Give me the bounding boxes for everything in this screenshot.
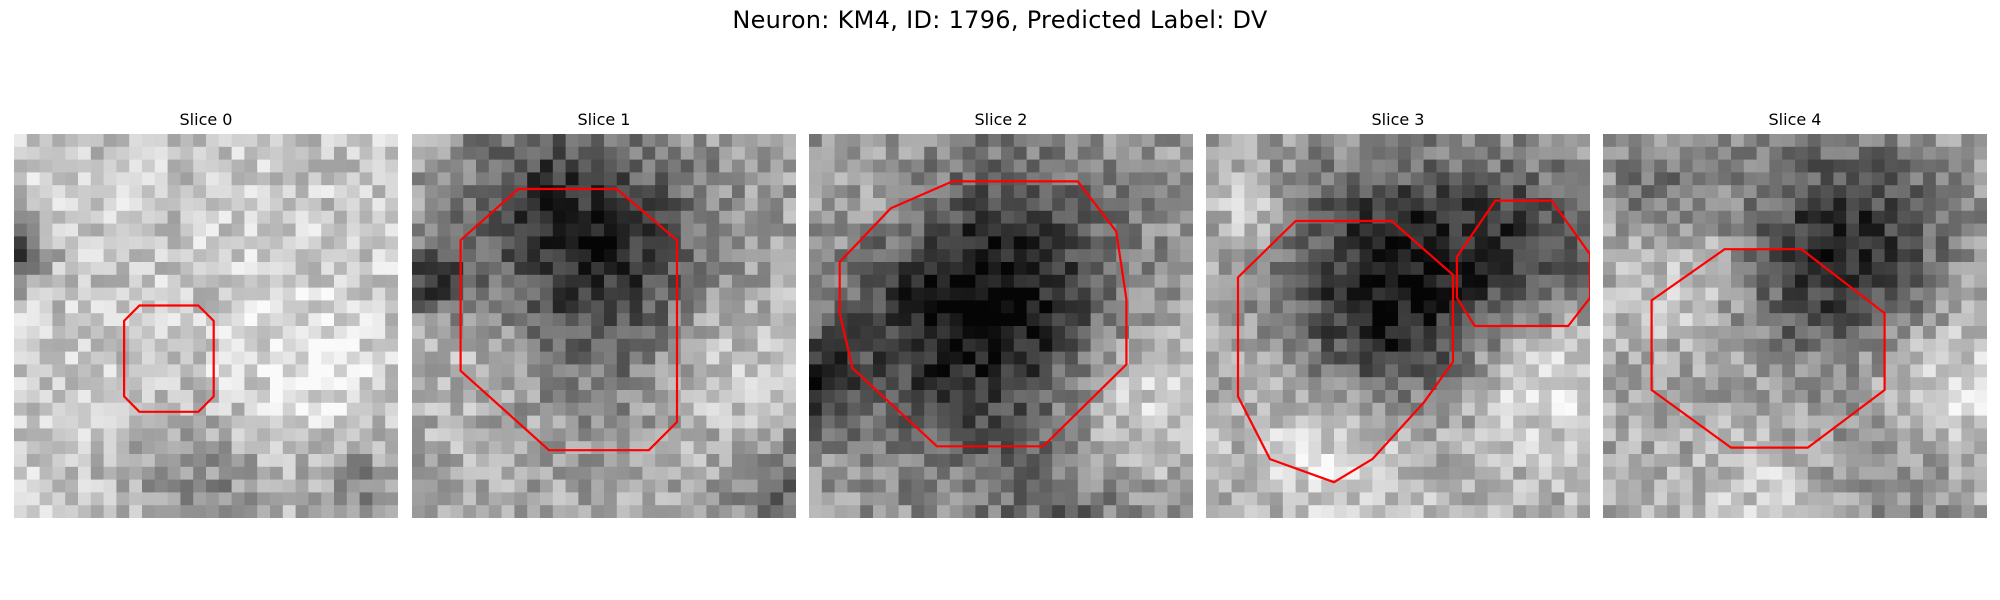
slice-title: Slice 3: [1371, 110, 1425, 129]
slice-panel-0: Slice 0: [14, 108, 398, 518]
slice-image: [809, 134, 1193, 518]
slice-image: [14, 134, 398, 518]
contour-outline: [1236, 199, 1590, 484]
contour-outline: [459, 187, 679, 452]
slice-panel-4: Slice 4: [1603, 108, 1987, 518]
slice-panel-3: Slice 3: [1206, 108, 1590, 518]
slice-image: [1206, 134, 1590, 518]
contour-outline: [1650, 248, 1886, 449]
contour-outline: [123, 304, 215, 413]
contour-outline: [838, 180, 1128, 448]
slice-image: [412, 134, 796, 518]
slice-title: Slice 2: [974, 110, 1028, 129]
slice-panel-2: Slice 2: [809, 108, 1193, 518]
slice-image: [1603, 134, 1987, 518]
figure-title: Neuron: KM4, ID: 1796, Predicted Label: …: [732, 6, 1268, 34]
slice-title: Slice 1: [577, 110, 631, 129]
slice-title: Slice 0: [179, 110, 233, 129]
slice-title: Slice 4: [1768, 110, 1822, 129]
slice-panel-1: Slice 1: [412, 108, 796, 518]
